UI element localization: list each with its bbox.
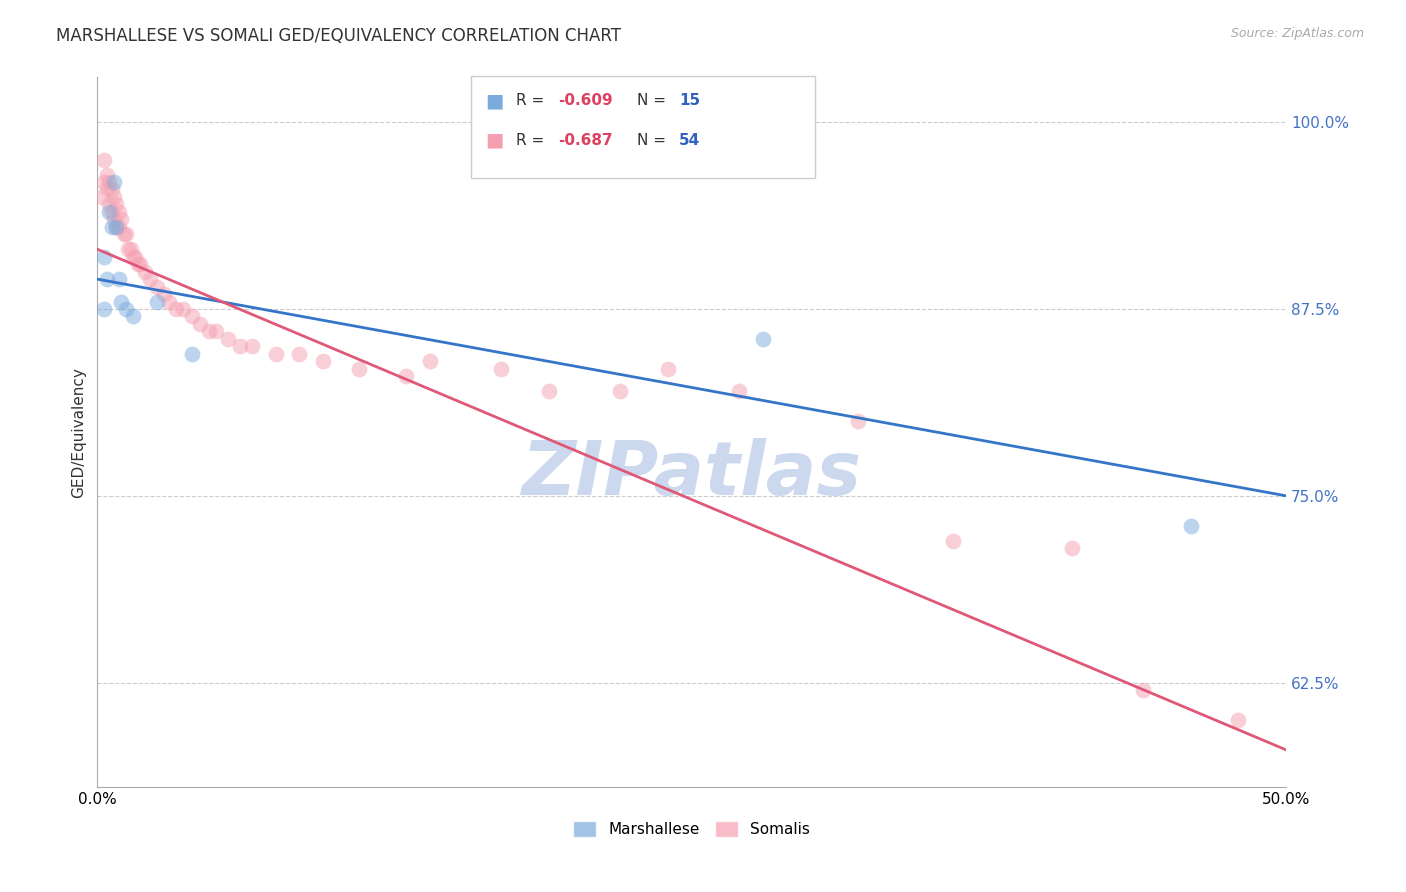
- Point: [491, 361, 513, 376]
- Point: [419, 354, 441, 368]
- Point: [752, 332, 775, 346]
- Point: [103, 175, 125, 189]
- Point: [157, 294, 180, 309]
- Text: N =: N =: [637, 133, 671, 147]
- Point: [100, 205, 122, 219]
- Point: [110, 212, 132, 227]
- Point: [942, 533, 965, 548]
- Point: [117, 242, 139, 256]
- Point: [395, 369, 418, 384]
- Point: [537, 384, 560, 399]
- Point: [181, 347, 204, 361]
- Point: [217, 332, 239, 346]
- Point: [122, 250, 145, 264]
- Point: [153, 287, 176, 301]
- Point: [107, 205, 129, 219]
- Point: [181, 310, 204, 324]
- Text: R =: R =: [516, 133, 550, 147]
- Point: [105, 219, 128, 234]
- Point: [657, 361, 679, 376]
- Point: [96, 182, 118, 196]
- Point: [846, 414, 869, 428]
- Point: [105, 197, 128, 211]
- Point: [122, 310, 145, 324]
- Point: [100, 182, 122, 196]
- Point: [103, 212, 125, 227]
- Text: N =: N =: [637, 94, 671, 108]
- Point: [115, 301, 138, 316]
- Point: [98, 197, 121, 211]
- Text: R =: R =: [516, 94, 550, 108]
- Text: MARSHALLESE VS SOMALI GED/EQUIVALENCY CORRELATION CHART: MARSHALLESE VS SOMALI GED/EQUIVALENCY CO…: [56, 27, 621, 45]
- Point: [609, 384, 631, 399]
- Point: [198, 325, 221, 339]
- Point: [728, 384, 751, 399]
- Point: [240, 339, 263, 353]
- Point: [205, 325, 228, 339]
- Point: [288, 347, 311, 361]
- Point: [115, 227, 138, 242]
- Point: [112, 227, 135, 242]
- Point: [134, 265, 156, 279]
- Point: [96, 168, 118, 182]
- Point: [105, 219, 128, 234]
- Point: [93, 153, 115, 167]
- Point: [1180, 518, 1202, 533]
- Text: ZIPatlas: ZIPatlas: [522, 438, 862, 511]
- Point: [165, 301, 187, 316]
- Point: [96, 272, 118, 286]
- Point: [146, 279, 169, 293]
- Point: [229, 339, 252, 353]
- Text: 15: 15: [679, 94, 700, 108]
- Point: [93, 301, 115, 316]
- Text: -0.609: -0.609: [558, 94, 613, 108]
- Point: [93, 250, 115, 264]
- Text: Source: ZipAtlas.com: Source: ZipAtlas.com: [1230, 27, 1364, 40]
- Point: [107, 272, 129, 286]
- Point: [127, 257, 149, 271]
- Point: [138, 272, 160, 286]
- Point: [91, 190, 114, 204]
- Point: [98, 205, 121, 219]
- Point: [98, 175, 121, 189]
- Point: [188, 317, 211, 331]
- Point: [347, 361, 370, 376]
- Point: [124, 250, 146, 264]
- Text: ■: ■: [485, 91, 503, 111]
- Point: [1060, 541, 1083, 555]
- Point: [107, 219, 129, 234]
- Point: [129, 257, 152, 271]
- Y-axis label: GED/Equivalency: GED/Equivalency: [72, 367, 86, 498]
- Point: [93, 175, 115, 189]
- Text: 54: 54: [679, 133, 700, 147]
- Point: [264, 347, 287, 361]
- Text: ■: ■: [485, 130, 503, 150]
- Text: -0.687: -0.687: [558, 133, 613, 147]
- Point: [110, 294, 132, 309]
- Point: [103, 190, 125, 204]
- Point: [120, 242, 142, 256]
- Point: [100, 219, 122, 234]
- Legend: Marshallese, Somalis: Marshallese, Somalis: [567, 815, 815, 843]
- Point: [1227, 713, 1250, 727]
- Point: [172, 301, 194, 316]
- Point: [146, 294, 169, 309]
- Point: [1132, 683, 1154, 698]
- Point: [312, 354, 335, 368]
